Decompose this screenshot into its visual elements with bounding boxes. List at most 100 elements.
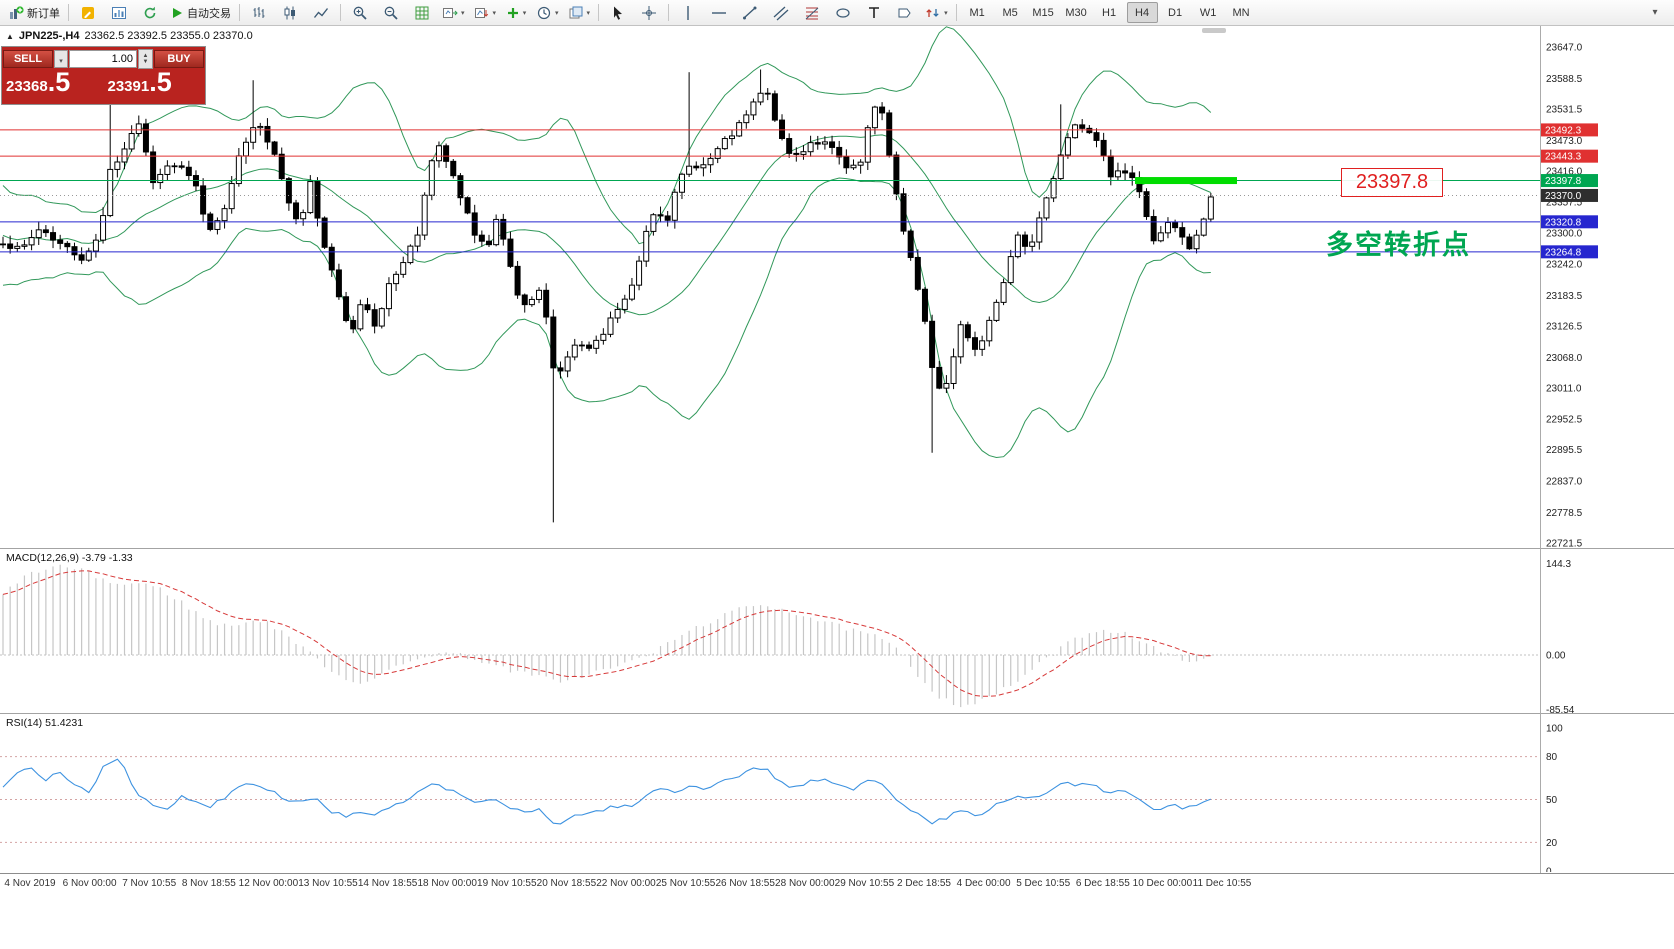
svg-text:23183.5: 23183.5: [1546, 291, 1583, 302]
time-label: 18 Nov 00:00: [417, 878, 477, 889]
main-chart-pane: 23647.0 23588.5 23531.5 23473.0 23416.0 23357…: [0, 26, 1674, 548]
svg-text:22721.5: 22721.5: [1546, 539, 1583, 549]
trade-panel-prices: 23368 .5 23391 .5: [2, 69, 205, 104]
toolbar-separator: [598, 4, 600, 21]
autotrading-label: 自动交易: [187, 7, 231, 20]
channel-tool-button[interactable]: [766, 1, 796, 25]
time-label: 4 Dec 00:00: [956, 878, 1011, 889]
time-label: 26 Nov 18:55: [715, 878, 775, 889]
arrows-tool-button[interactable]: ▾: [921, 1, 952, 25]
bars-chart-type-button[interactable]: [244, 1, 274, 25]
templates-icon: [569, 6, 583, 18]
price-annotation-box[interactable]: 23397.8: [1341, 168, 1443, 197]
time-label: 7 Nov 10:55: [122, 878, 177, 889]
bar-chart-icon: [253, 6, 265, 18]
shapes-tool-button[interactable]: [828, 1, 858, 25]
refresh-icon: [144, 6, 156, 18]
autotrading-button[interactable]: 自动交易: [166, 1, 235, 25]
toolbar-overflow-button[interactable]: ▾: [1640, 1, 1670, 25]
zoom-out-button[interactable]: [376, 1, 406, 25]
svg-text:22895.5: 22895.5: [1546, 445, 1583, 456]
cursor-button[interactable]: [603, 1, 633, 25]
pane-splitter[interactable]: [0, 713, 1674, 714]
volume-stepper[interactable]: ▲ ▼: [138, 48, 153, 69]
grid-button[interactable]: [407, 1, 437, 25]
horizontal-line-icon: [712, 11, 727, 14]
zoom-in-icon: [353, 6, 367, 20]
chart-shift-button[interactable]: ▾: [470, 1, 501, 25]
one-click-panel-toggle[interactable]: ▲: [6, 31, 14, 41]
turning-point-annotation[interactable]: 多空转折点: [1326, 230, 1471, 260]
toolbar-separator: [340, 4, 341, 21]
timeframe-m15-button[interactable]: M15: [1032, 6, 1054, 19]
new-order-icon: [10, 5, 24, 19]
trendline-tool-button[interactable]: [735, 1, 765, 25]
candles-chart-type-button[interactable]: [275, 1, 305, 25]
vertical-line-tool-button[interactable]: [673, 1, 703, 25]
svg-text:0: 0: [1546, 867, 1552, 873]
timeframe-h4-button[interactable]: H4: [1126, 2, 1158, 23]
clock-icon: [537, 6, 551, 19]
main-chart-canvas[interactable]: 23647.0 23588.5 23531.5 23473.0 23416.0 23357…: [0, 26, 1674, 548]
order-type-dropdown[interactable]: ▾: [54, 49, 68, 68]
chevron-down-icon: ▾: [1652, 7, 1658, 18]
refresh-button[interactable]: [135, 1, 165, 25]
horizontal-line-tool-button[interactable]: [704, 1, 734, 25]
sell-button[interactable]: SELL: [3, 49, 53, 68]
timeframe-mn-button[interactable]: MN: [1232, 6, 1250, 19]
line-chart-type-button[interactable]: [306, 1, 336, 25]
svg-text:23531.5: 23531.5: [1546, 104, 1583, 115]
sell-price[interactable]: 23368 .5: [6, 67, 71, 97]
zoom-in-button[interactable]: [345, 1, 375, 25]
add-indicator-button[interactable]: ▾: [501, 1, 531, 25]
stepper-down-icon[interactable]: ▼: [142, 58, 149, 65]
rsi-canvas[interactable]: 100 80 50 20 0: [0, 714, 1674, 872]
new-chart-button[interactable]: [104, 1, 134, 25]
timeframe-h1-button[interactable]: H1: [1102, 6, 1117, 19]
price-scale-area[interactable]: [1540, 26, 1674, 873]
toolbar-separator: [955, 4, 957, 21]
svg-text:23264.8: 23264.8: [1545, 247, 1582, 258]
new-order-label: 新订单: [27, 7, 60, 20]
buy-price[interactable]: 23391 .5: [107, 67, 172, 97]
chevron-down-icon: ▾: [461, 9, 465, 17]
text-tool-button[interactable]: [859, 1, 889, 25]
pane-splitter[interactable]: [0, 548, 1674, 549]
metaeditor-button[interactable]: [73, 1, 103, 25]
svg-text:23416.0: 23416.0: [1546, 166, 1583, 177]
svg-text:23242.0: 23242.0: [1546, 260, 1583, 271]
timeframe-m30-button[interactable]: M30: [1065, 6, 1087, 19]
timeframe-m1-button[interactable]: M1: [969, 6, 985, 19]
volume-input[interactable]: [69, 49, 137, 68]
buy-button[interactable]: BUY: [154, 49, 204, 68]
new-order-button[interactable]: 新订单: [4, 1, 64, 25]
time-label: 8 Nov 18:55: [181, 878, 236, 889]
svg-text:22837.0: 22837.0: [1546, 477, 1583, 488]
rsi-pane: 100 80 50 20 0 RSI(14) 51.4231: [0, 714, 1674, 872]
svg-text:23011.0: 23011.0: [1546, 383, 1582, 394]
crosshair-button[interactable]: [634, 1, 664, 25]
time-periods-button[interactable]: ▾: [532, 1, 563, 25]
timeframe-m5-button[interactable]: M5: [1002, 6, 1018, 19]
svg-text:23492.3: 23492.3: [1545, 125, 1582, 136]
timeframe-w1-button[interactable]: W1: [1199, 6, 1217, 19]
time-label: 10 Dec 00:00: [1132, 878, 1193, 889]
time-label: 6 Nov 00:00: [62, 878, 117, 889]
new-chart-icon: [112, 6, 126, 19]
svg-text:22778.5: 22778.5: [1546, 508, 1583, 519]
candlestick-chart-icon: [284, 6, 295, 19]
rsi-label: RSI(14) 51.4231: [6, 717, 84, 729]
macd-canvas[interactable]: 144.3 0.00 -85.54: [0, 549, 1674, 713]
timeframe-d1-button[interactable]: D1: [1168, 6, 1183, 19]
templates-button[interactable]: ▾: [564, 1, 595, 25]
label-tool-button[interactable]: [890, 1, 920, 25]
chart-scrollbar-thumb[interactable]: [1202, 28, 1226, 33]
stepper-up-icon[interactable]: ▲: [142, 52, 149, 59]
line-chart-icon: [313, 7, 329, 18]
auto-scroll-button[interactable]: ▾: [438, 1, 469, 25]
time-axis[interactable]: 4 Nov 2019 6 Nov 00:00 7 Nov 10:55 8 Nov 18…: [0, 873, 1674, 896]
trendline-icon: [743, 6, 757, 19]
fibonacci-tool-button[interactable]: [797, 1, 827, 25]
toolbar-separator: [668, 4, 670, 21]
svg-text:23126.5: 23126.5: [1546, 321, 1583, 332]
